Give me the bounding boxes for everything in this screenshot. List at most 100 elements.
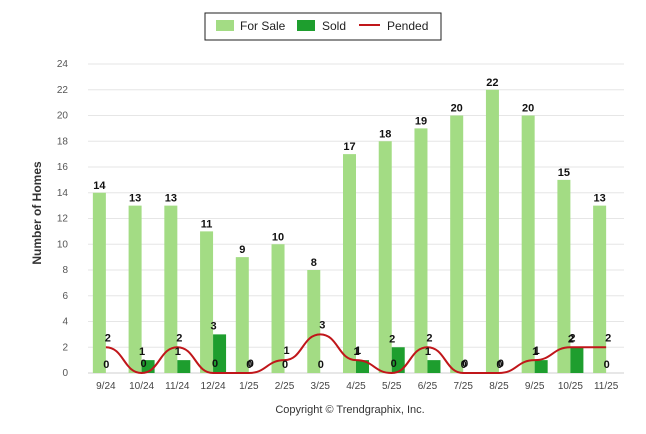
y-tick-label: 8 bbox=[62, 265, 68, 276]
label-pended: 2 bbox=[105, 332, 111, 344]
label-sold: 1 bbox=[139, 346, 145, 358]
legend-swatch-for-sale[interactable] bbox=[216, 20, 234, 31]
x-tick-label: 9/24 bbox=[96, 381, 116, 392]
x-tick-label: 9/25 bbox=[525, 381, 545, 392]
y-axis-title: Number of Homes bbox=[30, 161, 44, 265]
label-pended: 2 bbox=[569, 332, 575, 344]
bar-sold bbox=[391, 347, 405, 373]
bar-for-sale bbox=[521, 115, 535, 373]
label-for-sale: 20 bbox=[451, 103, 463, 115]
bar-for-sale bbox=[164, 205, 178, 373]
label-pended: 2 bbox=[605, 332, 611, 344]
label-pended: 0 bbox=[141, 358, 147, 370]
bars bbox=[92, 89, 607, 373]
label-pended: 1 bbox=[355, 345, 361, 357]
bar-for-sale bbox=[593, 205, 607, 373]
label-sold: 2 bbox=[389, 333, 395, 345]
bar-for-sale bbox=[343, 154, 356, 373]
label-for-sale: 15 bbox=[558, 167, 570, 179]
label-for-sale: 8 bbox=[311, 257, 317, 269]
y-tick-label: 10 bbox=[57, 239, 69, 250]
y-tick-label: 14 bbox=[57, 188, 69, 199]
bar-for-sale bbox=[450, 115, 464, 373]
x-tick-label: 5/25 bbox=[382, 381, 402, 392]
label-for-sale: 14 bbox=[93, 180, 106, 192]
y-tick-label: 12 bbox=[57, 214, 69, 225]
label-for-sale: 13 bbox=[129, 193, 141, 205]
label-pended: 0 bbox=[391, 358, 397, 370]
x-tick-label: 1/25 bbox=[239, 381, 259, 392]
label-for-sale: 13 bbox=[165, 193, 177, 205]
label-for-sale: 11 bbox=[201, 218, 213, 230]
label-sold: 0 bbox=[461, 359, 467, 371]
x-tick-label: 4/25 bbox=[346, 381, 366, 392]
label-sold: 1 bbox=[532, 346, 538, 358]
data-labels: 1402131013121130900100180317111820191220… bbox=[93, 77, 611, 371]
label-pended: 0 bbox=[212, 358, 218, 370]
label-for-sale: 18 bbox=[379, 128, 391, 140]
x-tick-label: 3/25 bbox=[311, 381, 331, 392]
bar-for-sale bbox=[557, 179, 571, 373]
label-pended: 2 bbox=[426, 332, 432, 344]
bar-for-sale bbox=[128, 205, 142, 373]
label-pended: 3 bbox=[319, 319, 325, 331]
label-sold: 0 bbox=[604, 359, 610, 371]
label-sold: 0 bbox=[496, 359, 502, 371]
footer-copyright: Copyright © Trendgraphix, Inc. bbox=[275, 404, 424, 416]
bar-for-sale bbox=[200, 231, 214, 373]
bar-sold bbox=[213, 334, 227, 373]
label-for-sale: 9 bbox=[239, 244, 245, 256]
label-for-sale: 13 bbox=[594, 193, 606, 205]
label-pended: 0 bbox=[462, 358, 468, 370]
x-tick-label: 10/25 bbox=[558, 381, 583, 392]
legend-label-sold[interactable]: Sold bbox=[322, 19, 346, 33]
legend-box bbox=[204, 12, 442, 41]
y-tick-label: 4 bbox=[62, 317, 68, 328]
legend: For Sale Sold Pended bbox=[204, 12, 442, 41]
label-pended: 1 bbox=[283, 345, 289, 357]
bar-sold bbox=[356, 360, 369, 373]
label-sold: 1 bbox=[425, 346, 431, 358]
pended-line bbox=[105, 333, 607, 375]
legend-swatch-sold[interactable] bbox=[297, 20, 315, 31]
bar-for-sale bbox=[271, 244, 285, 373]
label-for-sale: 17 bbox=[343, 141, 355, 153]
x-tick-label: 11/25 bbox=[594, 381, 619, 392]
y-tick-label: 24 bbox=[57, 59, 69, 70]
y-tick-label: 22 bbox=[57, 85, 69, 96]
y-tick-label: 6 bbox=[62, 291, 68, 302]
x-tick-label: 10/24 bbox=[129, 381, 154, 392]
label-for-sale: 20 bbox=[522, 103, 534, 115]
legend-label-for-sale[interactable]: For Sale bbox=[240, 19, 286, 33]
bar-for-sale bbox=[92, 192, 106, 373]
label-sold: 1 bbox=[175, 346, 181, 358]
x-tick-label: 7/25 bbox=[453, 381, 473, 392]
x-tick-label: 6/25 bbox=[418, 381, 438, 392]
x-tick-label: 8/25 bbox=[489, 381, 509, 392]
y-tick-label: 2 bbox=[62, 342, 68, 353]
label-sold: 2 bbox=[568, 333, 574, 345]
label-pended: 1 bbox=[534, 345, 540, 357]
legend-label-pended[interactable]: Pended bbox=[387, 19, 428, 33]
label-sold: 0 bbox=[318, 359, 324, 371]
bar-for-sale bbox=[378, 141, 392, 373]
label-sold: 1 bbox=[353, 346, 359, 358]
label-sold: 0 bbox=[282, 359, 288, 371]
label-for-sale: 22 bbox=[486, 77, 498, 89]
label-sold: 0 bbox=[103, 359, 109, 371]
x-tick-label: 2/25 bbox=[275, 381, 295, 392]
y-tick-label: 0 bbox=[62, 368, 68, 379]
bar-sold bbox=[427, 360, 441, 373]
x-tick-label: 11/24 bbox=[165, 381, 190, 392]
bar-for-sale bbox=[414, 128, 428, 373]
bar-sold bbox=[177, 360, 191, 373]
label-pended: 0 bbox=[248, 358, 254, 370]
x-tick-label: 12/24 bbox=[201, 381, 226, 392]
bar-sold bbox=[570, 347, 584, 373]
y-tick-label: 18 bbox=[57, 136, 69, 147]
pended-line-layer bbox=[105, 333, 607, 375]
label-sold: 3 bbox=[211, 320, 217, 332]
bar-sold bbox=[534, 360, 548, 373]
